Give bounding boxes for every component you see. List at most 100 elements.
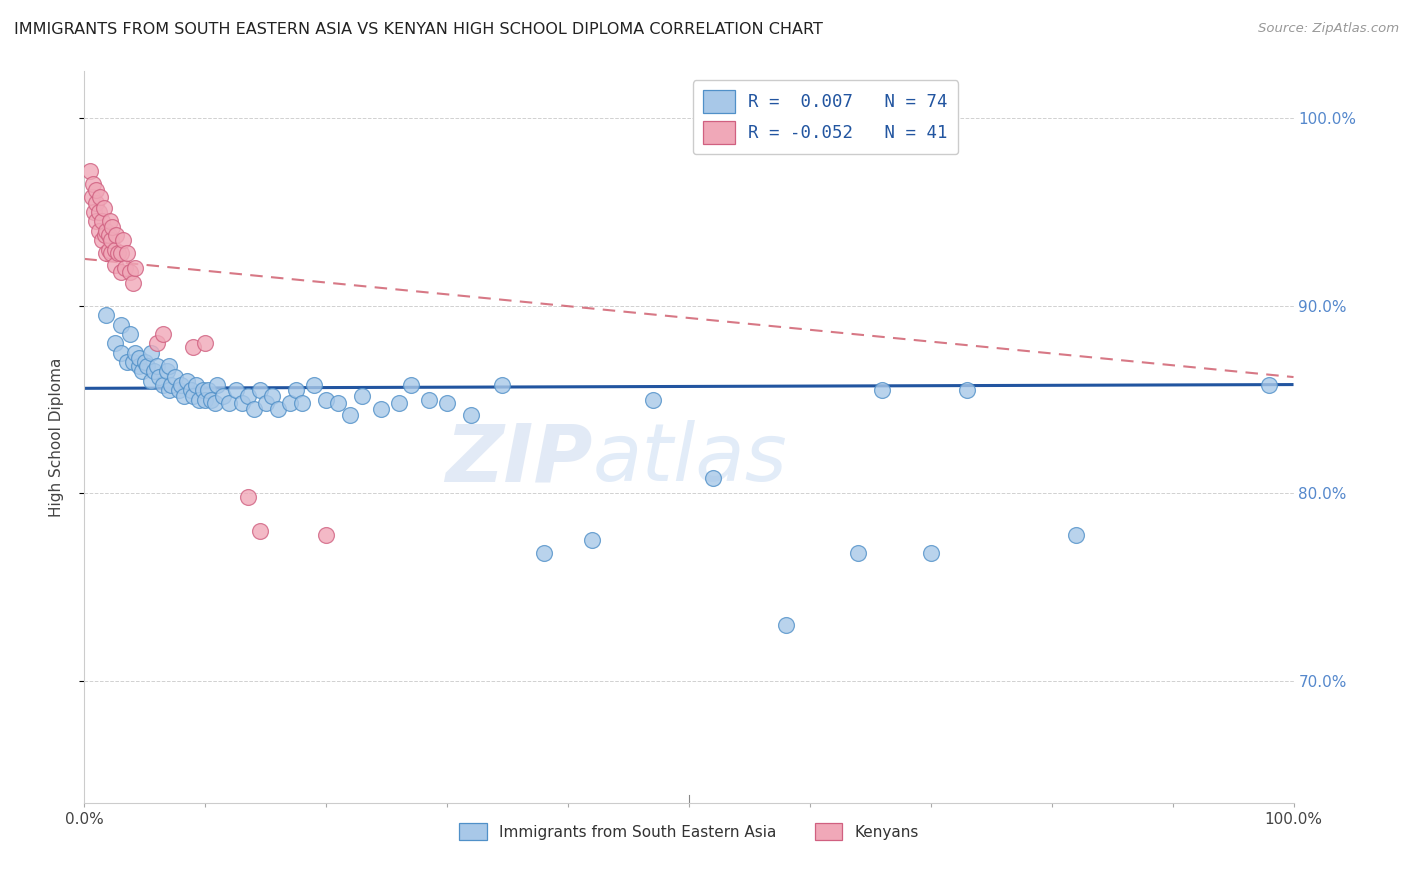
Point bbox=[89, 190, 111, 204]
Point bbox=[218, 396, 240, 410]
Point bbox=[94, 246, 117, 260]
Point bbox=[98, 214, 121, 228]
Point bbox=[775, 617, 797, 632]
Point bbox=[100, 233, 122, 247]
Point bbox=[91, 233, 114, 247]
Point bbox=[194, 392, 217, 407]
Point bbox=[80, 190, 103, 204]
Point bbox=[139, 345, 162, 359]
Point bbox=[291, 396, 314, 410]
Point bbox=[107, 246, 129, 260]
Point bbox=[115, 355, 138, 369]
Point bbox=[131, 364, 153, 378]
Point bbox=[242, 401, 264, 416]
Point bbox=[328, 396, 350, 410]
Point bbox=[533, 546, 555, 560]
Point bbox=[284, 383, 308, 397]
Point bbox=[254, 396, 277, 410]
Point bbox=[86, 214, 108, 228]
Point bbox=[86, 195, 108, 210]
Point bbox=[315, 392, 337, 407]
Point bbox=[136, 359, 159, 373]
Point bbox=[1258, 377, 1281, 392]
Point bbox=[91, 214, 114, 228]
Legend: Immigrants from South Eastern Asia, Kenyans: Immigrants from South Eastern Asia, Keny… bbox=[453, 816, 925, 847]
Point bbox=[399, 377, 422, 392]
Point bbox=[139, 374, 162, 388]
Point bbox=[110, 246, 132, 260]
Point bbox=[278, 396, 301, 410]
Point bbox=[128, 359, 150, 373]
Point bbox=[176, 374, 198, 388]
Point bbox=[436, 396, 458, 410]
Point bbox=[167, 383, 190, 397]
Point bbox=[302, 377, 325, 392]
Point bbox=[872, 383, 894, 397]
Point bbox=[236, 490, 259, 504]
Point bbox=[83, 205, 105, 219]
Point bbox=[124, 345, 146, 359]
Point bbox=[173, 389, 195, 403]
Point bbox=[143, 364, 166, 378]
Point bbox=[920, 546, 942, 560]
Point bbox=[97, 243, 120, 257]
Point bbox=[267, 401, 290, 416]
Point bbox=[82, 177, 104, 191]
Point bbox=[79, 163, 101, 178]
Point bbox=[112, 233, 135, 247]
Point bbox=[225, 383, 247, 397]
Point bbox=[87, 205, 110, 219]
Point bbox=[160, 377, 183, 392]
Point bbox=[114, 261, 136, 276]
Point bbox=[101, 220, 124, 235]
Point bbox=[200, 392, 222, 407]
Point bbox=[231, 396, 253, 410]
Point bbox=[94, 224, 117, 238]
Point bbox=[110, 318, 132, 332]
Point bbox=[165, 370, 187, 384]
Point bbox=[370, 401, 392, 416]
Point bbox=[155, 364, 177, 378]
Text: atlas: atlas bbox=[592, 420, 787, 498]
Point bbox=[418, 392, 440, 407]
Point bbox=[121, 277, 143, 291]
Point bbox=[104, 258, 127, 272]
Point bbox=[212, 389, 235, 403]
Point bbox=[249, 383, 271, 397]
Point bbox=[194, 336, 217, 351]
Point bbox=[86, 182, 108, 196]
Point bbox=[956, 383, 979, 397]
Point bbox=[128, 351, 150, 366]
Point bbox=[110, 265, 132, 279]
Point bbox=[184, 377, 207, 392]
Point bbox=[204, 396, 226, 410]
Point bbox=[207, 377, 229, 392]
Point bbox=[94, 227, 117, 242]
Point bbox=[120, 265, 142, 279]
Point bbox=[121, 355, 143, 369]
Point bbox=[180, 383, 202, 397]
Point bbox=[846, 546, 869, 560]
Point bbox=[104, 336, 127, 351]
Point bbox=[157, 383, 180, 397]
Text: IMMIGRANTS FROM SOUTH EASTERN ASIA VS KENYAN HIGH SCHOOL DIPLOMA CORRELATION CHA: IMMIGRANTS FROM SOUTH EASTERN ASIA VS KE… bbox=[14, 22, 823, 37]
Point bbox=[146, 336, 169, 351]
Point bbox=[97, 227, 120, 242]
Point bbox=[124, 261, 146, 276]
Point bbox=[115, 246, 138, 260]
Point bbox=[152, 377, 174, 392]
Point bbox=[152, 326, 174, 341]
Text: ZIP: ZIP bbox=[444, 420, 592, 498]
Point bbox=[134, 355, 156, 369]
Point bbox=[94, 308, 117, 322]
Y-axis label: High School Diploma: High School Diploma bbox=[49, 358, 63, 516]
Point bbox=[170, 377, 193, 392]
Point bbox=[191, 383, 214, 397]
Point bbox=[93, 201, 115, 215]
Point bbox=[388, 396, 411, 410]
Point bbox=[491, 377, 513, 392]
Point bbox=[104, 243, 127, 257]
Point bbox=[260, 389, 283, 403]
Point bbox=[197, 383, 219, 397]
Point bbox=[146, 359, 169, 373]
